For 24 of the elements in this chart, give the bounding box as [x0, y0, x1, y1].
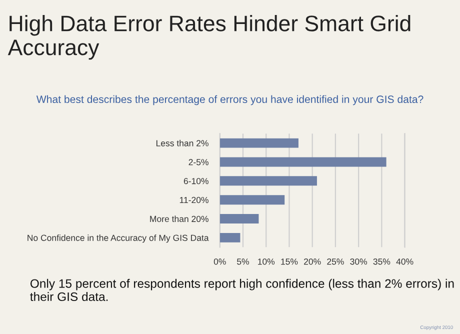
x-tick-label: 20%: [304, 258, 321, 265]
bar: [220, 176, 317, 186]
bar: [220, 195, 285, 205]
bar: [220, 157, 386, 167]
y-tick-label: No Confidence in the Accuracy of My GIS Data: [28, 234, 209, 243]
x-tick-label: 15%: [281, 258, 298, 265]
y-tick-label: 2-5%: [188, 159, 208, 166]
y-tick-label: Less than 2%: [156, 140, 208, 146]
x-tick-label: 35%: [373, 258, 390, 265]
y-tick-label: 6-10%: [184, 178, 208, 184]
chart-subtitle: What best describes the percentage of errors you have identified in your GIS data?: [36, 95, 424, 106]
x-tick-label: 0%: [214, 258, 226, 265]
x-tick-label: 25%: [327, 258, 344, 265]
bar: [220, 138, 298, 148]
bar: [220, 214, 259, 224]
x-tick-label: 40%: [396, 258, 414, 265]
text: Only 15 percent of respondents report high confidence (less than 2% errors) in their GIS data.: [30, 278, 454, 302]
y-tick-label: More than 20%: [150, 216, 208, 222]
y-tick-label: 11-20%: [180, 196, 208, 204]
x-tick-label: 10%: [258, 258, 275, 265]
x-tick-label: 5%: [237, 258, 250, 265]
bar: [220, 232, 240, 242]
chart-title: High Data Error Rates Hinder Smart Grid Accuracy: [8, 15, 410, 60]
x-tick-label: 30%: [350, 258, 368, 265]
